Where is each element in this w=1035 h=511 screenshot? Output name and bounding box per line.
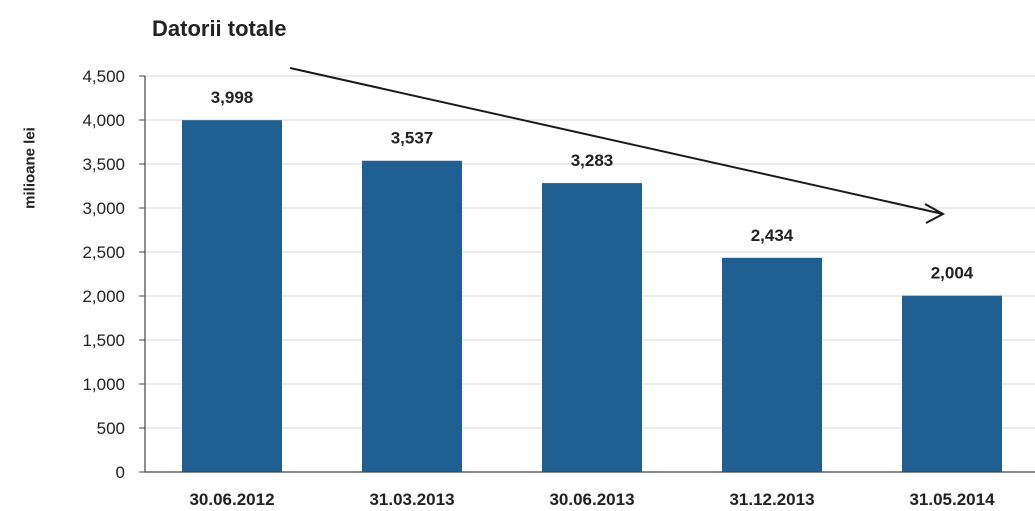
data-label: 3,537 (391, 129, 434, 148)
x-tick-label: 30.06.2013 (549, 490, 634, 509)
bar (902, 295, 1002, 472)
x-tick-label: 31.12.2013 (729, 490, 814, 509)
y-tick-label: 4,500 (82, 67, 125, 86)
chart-title: Datorii totale (152, 16, 287, 41)
y-tick-label: 1,500 (82, 331, 125, 350)
annotations (289, 67, 946, 224)
y-tick-label: 3,500 (82, 155, 125, 174)
trend-arrow-head (924, 203, 946, 224)
y-tick-label: 2,000 (82, 287, 125, 306)
x-tick-label: 30.06.2012 (189, 490, 274, 509)
trend-arrow-line (289, 67, 944, 215)
y-tick-label: 4,000 (82, 111, 125, 130)
y-tick-label: 1,000 (82, 375, 125, 394)
y-tick-label: 3,000 (82, 199, 125, 218)
bars (182, 120, 1002, 473)
data-label: 3,283 (571, 151, 614, 170)
bar (362, 160, 462, 472)
data-label: 2,004 (931, 264, 974, 283)
x-tick-label: 31.03.2013 (369, 490, 454, 509)
bar (722, 257, 822, 472)
y-tick-label: 500 (97, 419, 125, 438)
y-tick-label: 0 (116, 463, 125, 482)
labels: 0 500 1,000 1,500 2,000 2,500 3,000 3,500 4,000 4… (82, 67, 995, 509)
bar (542, 183, 642, 472)
bar (182, 120, 282, 473)
axes (139, 75, 1035, 473)
data-label: 2,434 (751, 226, 794, 245)
x-tick-label: 31.05.2014 (909, 490, 995, 509)
y-tick-label: 2,500 (82, 243, 125, 262)
data-label: 3,998 (211, 88, 254, 107)
